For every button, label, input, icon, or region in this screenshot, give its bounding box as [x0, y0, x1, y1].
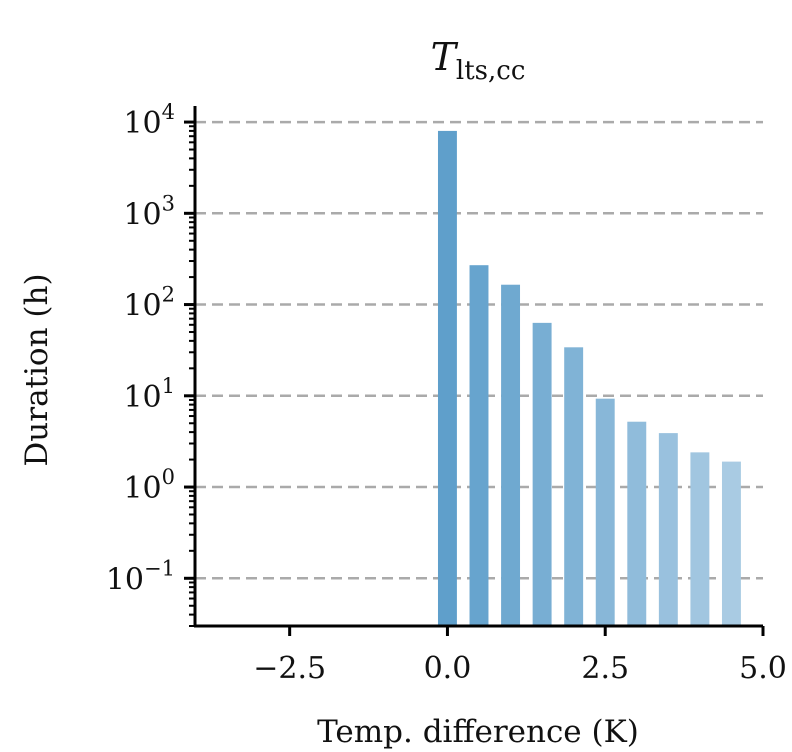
bar-5 [595, 398, 615, 626]
y-tick-label-4: 100 [123, 465, 175, 506]
y-axis-label: Duration (h) [19, 273, 55, 466]
bar-6 [627, 421, 647, 626]
bar-7 [658, 433, 678, 626]
axes [184, 106, 765, 636]
y-tick-label-5: 10−1 [106, 556, 175, 597]
y-tick-label-0: 104 [123, 100, 175, 141]
bar-1 [469, 265, 489, 626]
x-tick-label-0: −2.5 [253, 651, 326, 686]
x-tick-label-1: 0.0 [424, 651, 472, 686]
x-tick-label-3: 5.0 [739, 651, 787, 686]
bar-4 [564, 347, 584, 626]
bar-2 [501, 284, 521, 626]
bars [437, 130, 741, 626]
y-tick-label-1: 103 [123, 191, 175, 232]
chart-title: Tlts,cc [431, 35, 526, 86]
tick-labels: −2.5 0.0 2.5 5.0 104 103 102 101 100 10−1 [106, 100, 787, 686]
bar-0 [437, 130, 457, 626]
bar-8 [690, 452, 710, 626]
x-axis-label: Temp. difference (K) [317, 714, 639, 750]
grid-lines [195, 120, 763, 580]
bar-3 [532, 322, 552, 626]
y-tick-label-2: 102 [123, 283, 175, 324]
y-tick-label-3: 101 [123, 374, 175, 415]
bar-9 [721, 461, 741, 626]
x-tick-label-2: 2.5 [581, 651, 629, 686]
